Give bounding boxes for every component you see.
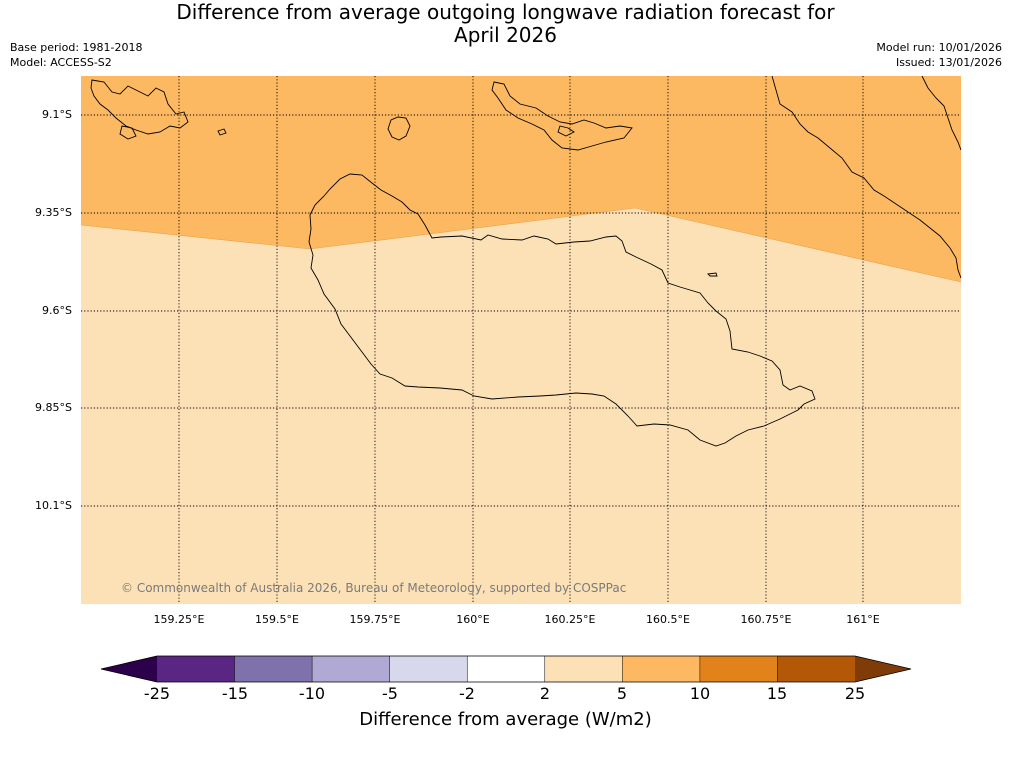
lon-label: 161°E bbox=[846, 613, 880, 626]
lon-label: 160.25°E bbox=[544, 613, 596, 626]
colorbar-segment bbox=[157, 656, 235, 682]
colorbar-outline bbox=[100, 655, 912, 683]
colorbar-tick-label: 2 bbox=[539, 684, 551, 703]
title-line-1: Difference from average outgoing longwav… bbox=[176, 0, 835, 24]
lon-label: 159.25°E bbox=[153, 613, 205, 626]
malaita-coastline-2 bbox=[921, 75, 962, 151]
issued-date: Issued: 13/01/2026 bbox=[895, 56, 1002, 69]
florida-islands-coastline bbox=[491, 81, 633, 151]
pavuvu-islet-coastline bbox=[217, 128, 227, 136]
meta-right: Model run: 10/01/2026 Issued: 13/01/2026 bbox=[876, 40, 1002, 70]
title-line-2: April 2026 bbox=[454, 23, 557, 47]
colorbar-segment bbox=[389, 656, 468, 682]
colorbar-tick-label: -15 bbox=[221, 684, 249, 703]
field-boundary bbox=[80, 207, 962, 283]
russell-islands-coastline bbox=[90, 79, 189, 135]
model-run: Model run: 10/01/2026 bbox=[876, 41, 1002, 54]
savo-island-coastline bbox=[387, 116, 411, 141]
colorbar-segment bbox=[234, 656, 313, 682]
colorbar-tick-label: -2 bbox=[459, 684, 475, 703]
colorbar-segment bbox=[777, 656, 855, 682]
model-name: Model: ACCESS-S2 bbox=[10, 56, 112, 69]
base-period: Base period: 1981-2018 bbox=[10, 41, 143, 54]
chart-title: Difference from average outgoing longwav… bbox=[0, 1, 1011, 47]
lat-label: 9.85°S bbox=[35, 401, 72, 414]
graticule bbox=[81, 76, 961, 604]
lon-label: 160°E bbox=[456, 613, 490, 626]
lat-label: 9.6°S bbox=[42, 304, 72, 317]
colorbar-segment bbox=[467, 656, 545, 682]
colorbar-tick-label: -5 bbox=[382, 684, 398, 703]
field-5-to-10 bbox=[81, 76, 961, 282]
colorbar-tick-label: 25 bbox=[844, 684, 866, 703]
colorbar-title: Difference from average (W/m2) bbox=[359, 709, 652, 730]
colorbar-extend-low bbox=[101, 656, 157, 682]
copyright-notice: © Commonwealth of Australia 2026, Bureau… bbox=[121, 581, 627, 595]
guadalcanal-coastline bbox=[308, 173, 816, 447]
colorbar-extend-high bbox=[855, 656, 911, 682]
malaita-coastline bbox=[771, 75, 962, 279]
meta-left: Base period: 1981-2018 Model: ACCESS-S2 bbox=[10, 40, 142, 70]
colorbar-segment bbox=[312, 656, 390, 682]
lon-label: 160.75°E bbox=[740, 613, 792, 626]
lon-label: 160.5°E bbox=[646, 613, 690, 626]
colorbar-tick-label: 5 bbox=[616, 684, 628, 703]
colorbar-tick-label: -25 bbox=[143, 684, 171, 703]
lat-label: 9.35°S bbox=[35, 206, 72, 219]
colorbar-segment bbox=[699, 656, 778, 682]
coastlines bbox=[90, 75, 962, 447]
small-islet-coastline bbox=[707, 272, 718, 277]
russell-islands-coastline-2 bbox=[119, 125, 137, 140]
colorbar-segment bbox=[544, 656, 623, 682]
colorbar-tick-label: -10 bbox=[298, 684, 326, 703]
lat-label: 10.1°S bbox=[35, 499, 72, 512]
colorbar-tick-label: 10 bbox=[689, 684, 711, 703]
colorbar-segment bbox=[622, 656, 700, 682]
colorbar-tick-label: 15 bbox=[766, 684, 788, 703]
lon-label: 159.5°E bbox=[255, 613, 299, 626]
lon-label: 159.75°E bbox=[349, 613, 401, 626]
lat-label: 9.1°S bbox=[42, 108, 72, 121]
